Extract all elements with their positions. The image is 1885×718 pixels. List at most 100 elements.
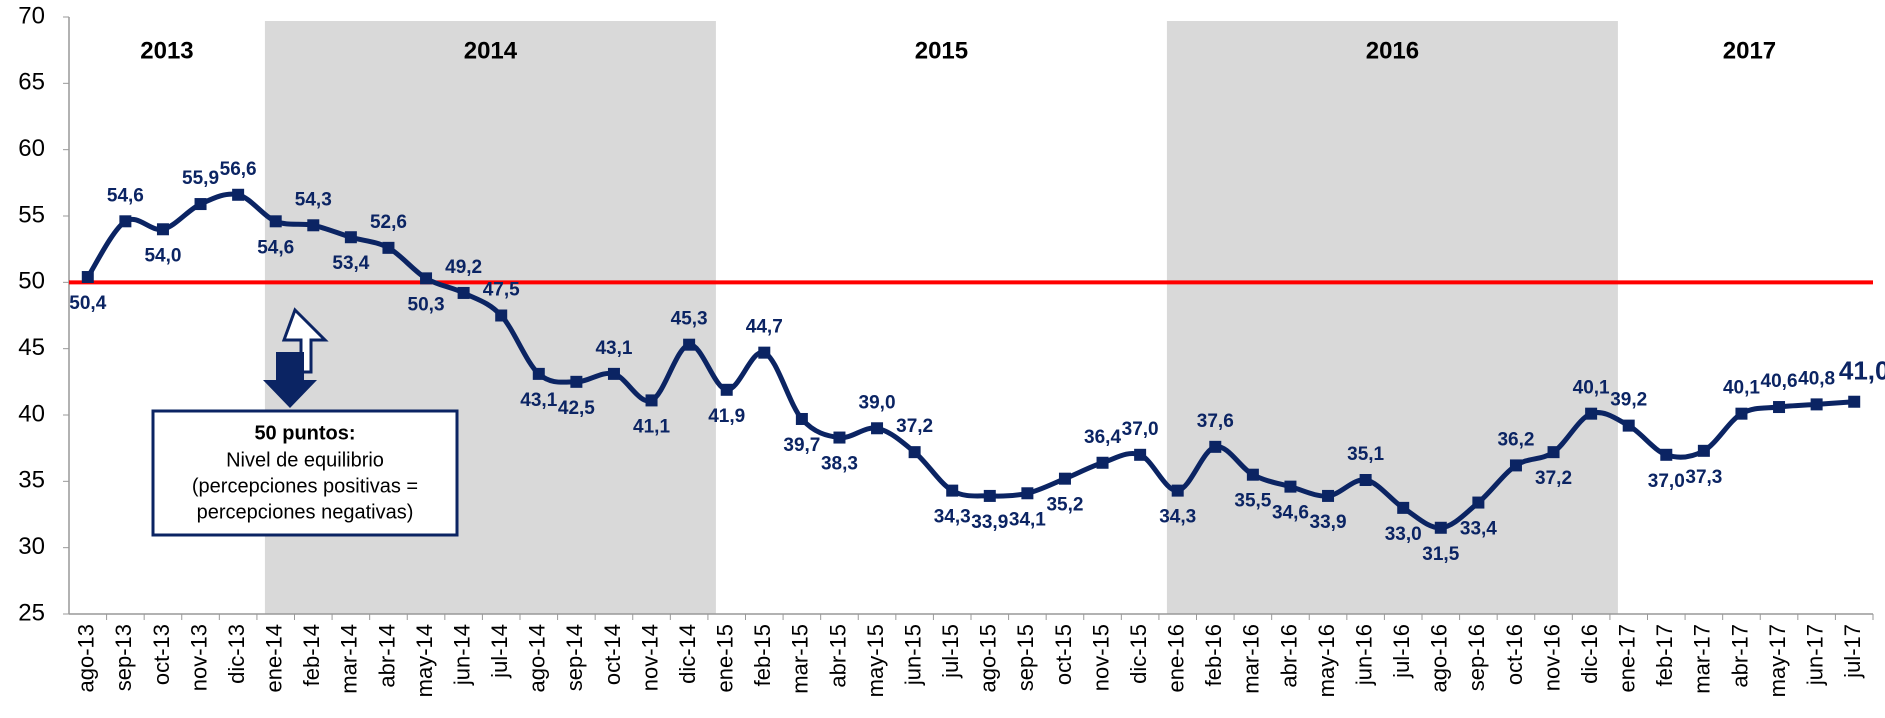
point-marker (1058, 472, 1071, 485)
y-tick-label: 25 (18, 599, 45, 626)
data-label: 37,6 (1197, 411, 1234, 432)
data-label: 39,2 (1610, 390, 1647, 411)
point-marker (1773, 401, 1786, 414)
x-tick-label: ago-16 (1427, 624, 1452, 693)
point-marker (1021, 487, 1034, 500)
data-label: 56,6 (220, 159, 257, 180)
x-tick-label: mar-15 (788, 624, 813, 694)
data-label: 36,2 (1497, 429, 1534, 450)
x-tick-label: jun-16 (1351, 624, 1376, 686)
x-tick-label: ene-16 (1164, 624, 1189, 693)
x-tick-label: nov-16 (1539, 624, 1564, 691)
period-label: 2014 (464, 37, 518, 64)
x-tick-label: abr-14 (374, 624, 399, 688)
data-label: 40,1 (1723, 378, 1760, 399)
point-marker (946, 484, 959, 497)
x-tick-label: feb-14 (299, 624, 324, 686)
point-marker (1472, 496, 1485, 509)
point-marker (1660, 448, 1673, 461)
data-label: 42,5 (558, 398, 595, 419)
x-tick-label: abr-17 (1727, 624, 1752, 688)
data-label: 47,5 (483, 280, 520, 301)
annotation-line: (percepciones positivas = (192, 475, 418, 497)
data-label: 55,9 (182, 168, 219, 189)
up-arrow (281, 307, 329, 374)
point-marker (269, 215, 282, 228)
x-tick-label: jun-14 (449, 624, 474, 686)
x-tick-label: oct-16 (1502, 624, 1527, 685)
y-tick-label: 55 (18, 201, 45, 228)
data-label: 43,1 (520, 390, 557, 411)
y-tick-label: 45 (18, 334, 45, 361)
point-marker (1509, 459, 1522, 472)
point-marker (570, 375, 583, 388)
x-tick-label: ago-13 (74, 624, 99, 693)
data-label: 35,1 (1347, 444, 1384, 465)
data-label: 50,3 (408, 294, 445, 315)
x-tick-label: abr-15 (825, 624, 850, 688)
point-marker (645, 394, 658, 407)
data-label: 45,3 (671, 309, 708, 330)
x-tick-label: feb-16 (1201, 624, 1226, 686)
point-marker (382, 241, 395, 254)
period-label: 2015 (915, 37, 968, 64)
x-tick-label: may-16 (1314, 624, 1339, 697)
point-marker (532, 367, 545, 380)
data-label: 34,1 (1009, 509, 1046, 530)
point-marker (1434, 521, 1447, 534)
data-label: 34,6 (1272, 503, 1309, 524)
x-tick-label: dic-14 (675, 624, 700, 684)
x-tick-label: feb-17 (1652, 624, 1677, 686)
data-label: 53,4 (332, 253, 369, 274)
x-tick-label: oct-15 (1051, 624, 1076, 685)
x-tick-label: ago-14 (525, 624, 550, 693)
x-tick-label: ene-17 (1615, 624, 1640, 693)
data-label: 43,1 (595, 338, 632, 359)
data-label: 41,0 (1839, 356, 1885, 386)
x-tick-label: may-17 (1765, 624, 1790, 697)
data-label: 39,0 (859, 392, 896, 413)
data-label: 40,6 (1761, 371, 1798, 392)
point-marker (307, 219, 320, 232)
data-label: 36,4 (1084, 427, 1121, 448)
point-marker (495, 309, 508, 322)
x-tick-label: sep-16 (1464, 624, 1489, 691)
point-marker (1622, 419, 1635, 432)
data-label: 33,9 (971, 512, 1008, 533)
point-marker (1397, 501, 1410, 514)
data-label: 33,4 (1460, 519, 1497, 540)
point-marker (795, 412, 808, 425)
point-marker (1359, 474, 1372, 487)
x-tick-label: ene-14 (262, 624, 287, 693)
x-tick-label: dic-16 (1577, 624, 1602, 684)
point-marker (344, 231, 357, 244)
x-tick-label: nov-13 (186, 624, 211, 691)
data-label: 54,6 (257, 237, 294, 258)
data-label: 37,0 (1648, 471, 1685, 492)
point-marker (1810, 398, 1823, 411)
point-marker (833, 431, 846, 444)
point-marker (908, 446, 921, 459)
data-label: 34,3 (934, 507, 971, 528)
data-label: 54,0 (144, 245, 181, 266)
y-tick-label: 30 (18, 533, 45, 560)
x-tick-label: jul-17 (1840, 624, 1865, 679)
data-label: 37,2 (896, 416, 933, 437)
data-label: 39,7 (783, 435, 820, 456)
x-tick-label: sep-13 (111, 624, 136, 691)
point-marker (81, 271, 94, 284)
data-label: 54,3 (295, 189, 332, 210)
x-tick-label: mar-17 (1690, 624, 1715, 694)
point-marker (1209, 440, 1222, 453)
point-marker (607, 367, 620, 380)
x-tick-label: mar-14 (337, 624, 362, 694)
point-marker (194, 198, 207, 211)
annotation-line: Nivel de equilibrio (226, 449, 384, 471)
x-tick-label: may-15 (863, 624, 888, 697)
y-tick-label: 60 (18, 135, 45, 162)
threshold-arrows (263, 307, 329, 408)
x-tick-label: jun-17 (1802, 624, 1827, 686)
point-marker (1848, 395, 1861, 408)
point-marker (1322, 489, 1335, 502)
